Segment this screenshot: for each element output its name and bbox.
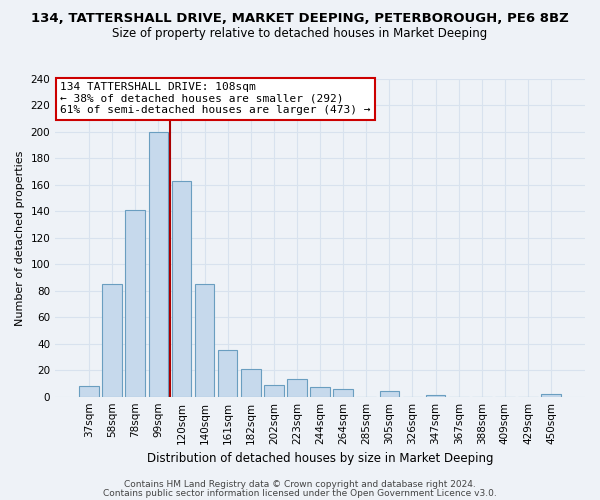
Bar — [218, 350, 238, 397]
Bar — [79, 386, 99, 396]
Text: 134 TATTERSHALL DRIVE: 108sqm
← 38% of detached houses are smaller (292)
61% of : 134 TATTERSHALL DRIVE: 108sqm ← 38% of d… — [61, 82, 371, 116]
Bar — [541, 394, 561, 396]
Bar — [264, 385, 284, 396]
Text: Contains HM Land Registry data © Crown copyright and database right 2024.: Contains HM Land Registry data © Crown c… — [124, 480, 476, 489]
Bar — [103, 284, 122, 397]
Text: 134, TATTERSHALL DRIVE, MARKET DEEPING, PETERBOROUGH, PE6 8BZ: 134, TATTERSHALL DRIVE, MARKET DEEPING, … — [31, 12, 569, 26]
Text: Contains public sector information licensed under the Open Government Licence v3: Contains public sector information licen… — [103, 488, 497, 498]
Bar — [310, 388, 330, 396]
Bar — [334, 388, 353, 396]
Bar — [125, 210, 145, 396]
Y-axis label: Number of detached properties: Number of detached properties — [15, 150, 25, 326]
Bar — [172, 181, 191, 396]
Bar — [241, 369, 260, 396]
X-axis label: Distribution of detached houses by size in Market Deeping: Distribution of detached houses by size … — [147, 452, 493, 465]
Bar — [287, 380, 307, 396]
Text: Size of property relative to detached houses in Market Deeping: Size of property relative to detached ho… — [112, 28, 488, 40]
Bar — [380, 392, 399, 396]
Bar — [149, 132, 168, 396]
Bar — [195, 284, 214, 397]
